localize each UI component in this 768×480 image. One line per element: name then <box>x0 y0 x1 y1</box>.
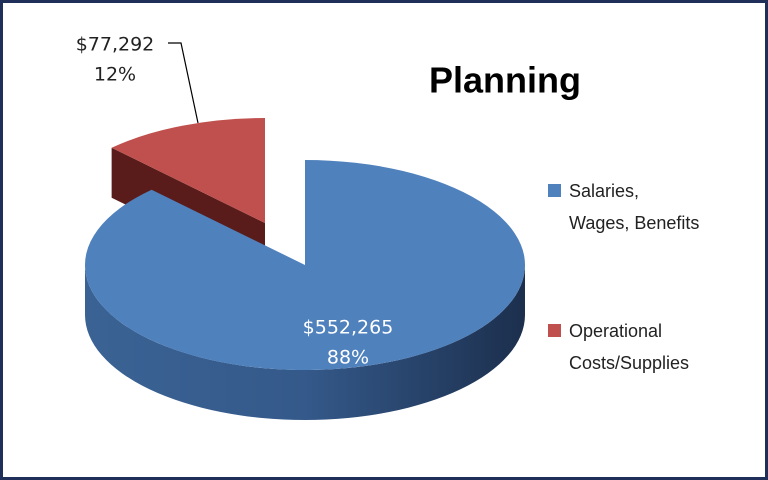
legend-label: Salaries, Wages, Benefits <box>569 181 700 233</box>
data-label: $77,292 <box>76 34 155 56</box>
legend-item: Salaries, Wages, Benefits <box>548 175 738 239</box>
slice <box>111 117 265 223</box>
chart-title: Planning <box>429 60 581 101</box>
leader-line <box>168 42 199 124</box>
legend-swatch <box>548 184 561 197</box>
legend-label: Operational Costs/Supplies <box>569 321 690 373</box>
chart: Planning $552,265 88% $77,292 12% <box>76 34 581 420</box>
data-label: $552,265 <box>303 317 394 339</box>
data-label: 88% <box>327 347 369 369</box>
pie <box>84 117 526 420</box>
slice <box>84 160 526 371</box>
data-label: 12% <box>94 64 136 86</box>
legend-swatch <box>548 324 561 337</box>
legend-item: Operational Costs/Supplies <box>548 315 738 379</box>
slice-side <box>85 265 525 420</box>
